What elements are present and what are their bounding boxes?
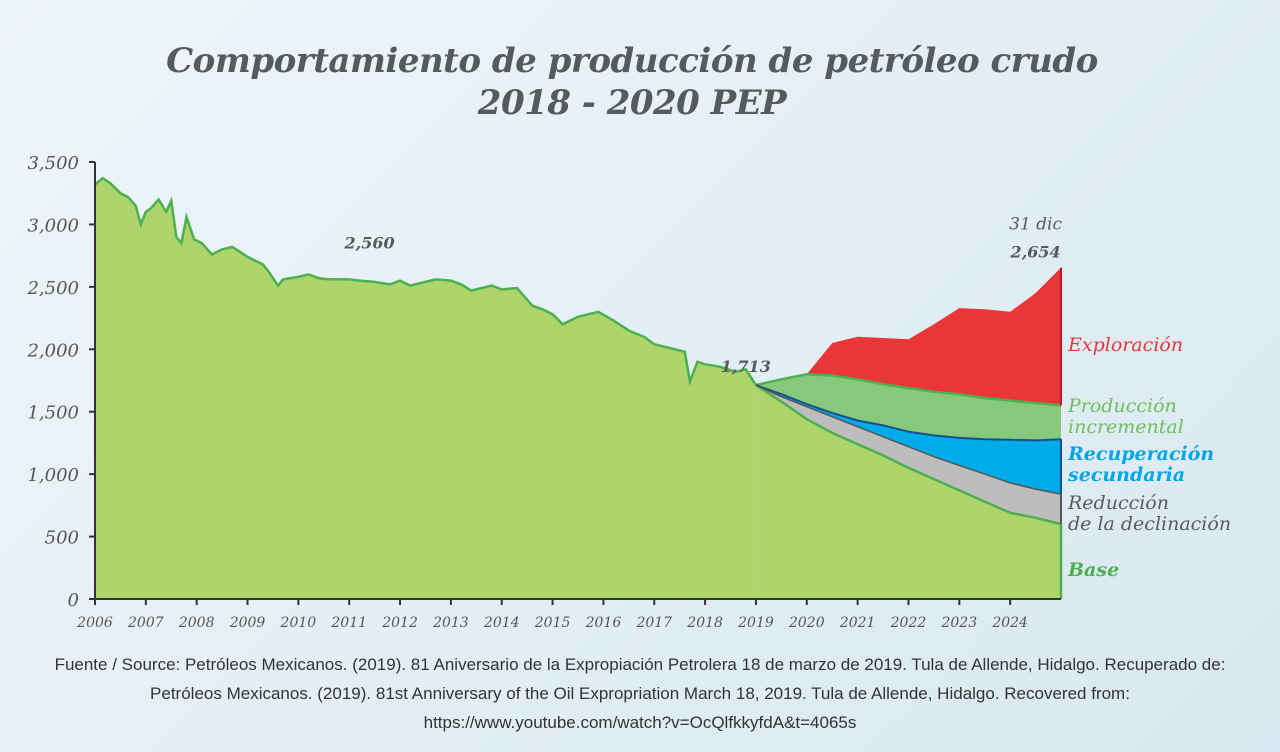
x-tick-label: 2008 [178,615,215,631]
y-tick-label: 500 [45,528,79,549]
x-tick-label: 2007 [127,615,164,631]
x-tick-label: 2020 [788,615,825,631]
y-tick-label: 3,000 [27,215,79,236]
chart-areas [94,176,1063,599]
reduccion-line [755,384,1062,495]
chart-axes: 0 500 1,000 1,500 2,000 2,500 3,000 3,500 2006 20… [26,153,1061,631]
incremental-area [755,374,1061,441]
x-tick-label: 2011 [330,615,367,631]
chart-labels: Exploración Producción incremental Recup… [343,215,1231,581]
x-tick-label: 2012 [381,615,418,631]
legend-secundaria-line1: Recuperación [1067,443,1214,465]
chart-title: Comportamiento de producción de petróleo… [0,40,1264,124]
legend-reduccion-line2: de la declinación [1068,513,1231,535]
base-line [755,384,1062,526]
source-line2: Petróleos Mexicanos. (2019). 81st Annive… [150,684,1130,703]
y-tick-label: 3,500 [27,153,79,174]
annotation-2560: 2,560 [343,233,394,252]
annotation-1713: 1,713 [721,357,771,376]
source-line3: https://www.youtube.com/watch?v=OcQlfkky… [423,713,857,732]
x-tick-label: 2013 [432,615,469,631]
legend-incremental-line1: Producción [1067,395,1177,417]
secundaria-line [755,384,1062,442]
base-area [755,385,1061,599]
chart-title-line2: 2018 - 2020 PEP [477,83,787,123]
reduccion-area [755,385,1061,525]
x-tick-label: 2023 [940,615,977,631]
x-tick-label: 2015 [534,615,571,631]
y-tick-label: 0 [68,590,79,611]
x-tick-label: 2018 [686,615,723,631]
x-tick-label: 2017 [635,615,672,631]
y-tick-label: 1,500 [27,403,79,424]
y-tick-label: 2,000 [26,340,79,361]
x-tick-label: 2010 [280,615,317,631]
y-tick-label: 2,500 [26,278,79,299]
historical-area [95,178,756,599]
incremental-line [755,373,1062,407]
x-tick-label: 2024 [991,615,1028,631]
x-tick-label: 2009 [229,615,266,631]
annotation-2654: 2,654 [1010,243,1061,262]
exploracion-area [806,267,1061,406]
x-tick-label: 2016 [585,615,622,631]
legend-exploracion: Exploración [1067,334,1183,356]
annotation-31-dic: 31 dic [1009,215,1062,235]
legend-incremental-line2: incremental [1068,416,1184,438]
legend-reduccion-line1: Reducción [1067,492,1169,514]
chart-title-line1: Comportamiento de producción de petróleo… [166,41,1098,81]
legend-base: Base [1067,559,1119,581]
x-tick-label: 2006 [76,615,113,631]
x-tick-label: 2019 [737,615,774,631]
legend-secundaria-line2: secundaria [1067,464,1185,486]
secundaria-area [755,385,1061,495]
x-tick-label: 2014 [483,615,520,631]
x-tick-label: 2021 [839,615,876,631]
x-tick-label: 2022 [890,615,927,631]
historical-line [94,176,757,387]
y-tick-label: 1,000 [27,465,79,486]
source-line1: Fuente / Source: Petróleos Mexicanos. (2… [54,655,1226,674]
source-note: Fuente / Source: Petróleos Mexicanos. (2… [0,650,1280,737]
production-chart: 0 500 1,000 1,500 2,000 2,500 3,000 3,500 2006 20… [26,153,1231,631]
